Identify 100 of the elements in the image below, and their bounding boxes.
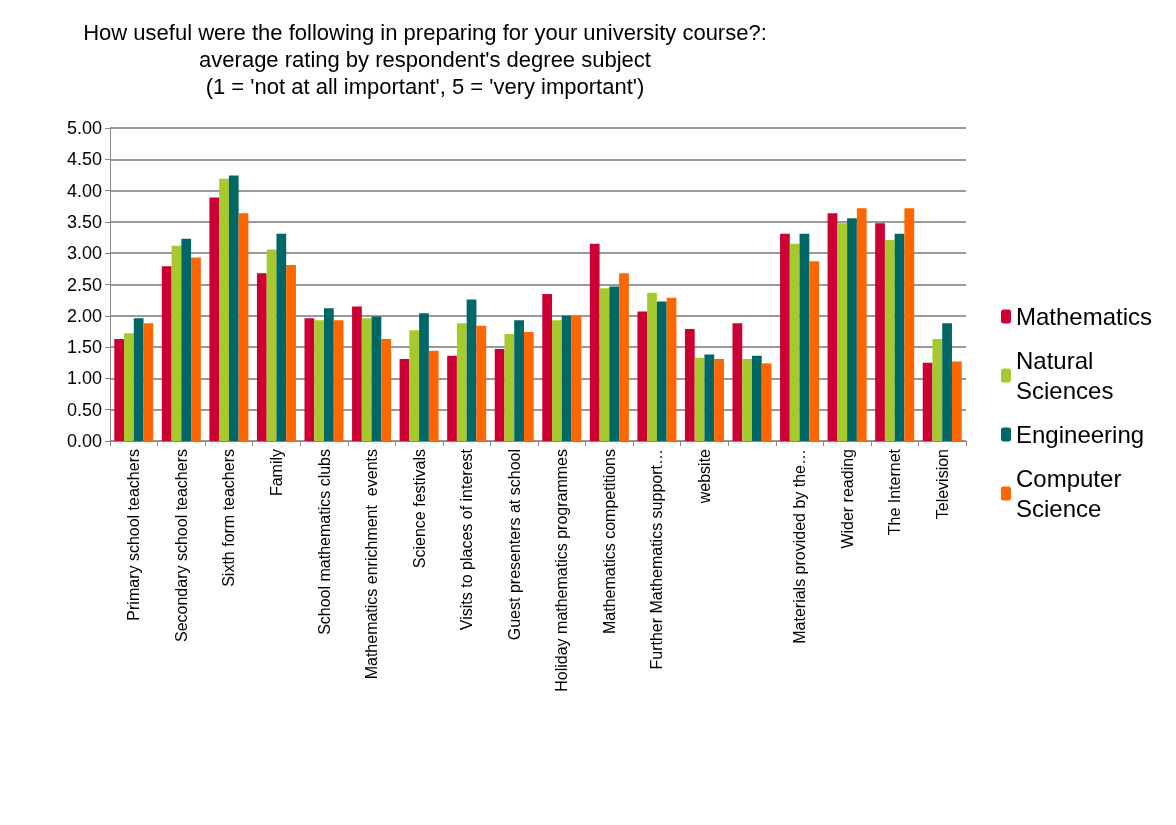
bar (143, 323, 154, 441)
bar (609, 286, 620, 441)
x-tick-label: Guest presenters at school (505, 449, 523, 641)
bar (752, 355, 762, 441)
bar (276, 233, 287, 441)
bar (361, 318, 372, 441)
bar (181, 238, 192, 441)
bar (875, 223, 885, 441)
bar (114, 338, 125, 441)
x-tick-label: The Internet (886, 448, 904, 536)
bar (809, 261, 820, 441)
bar (504, 333, 515, 441)
y-tick-label: 4.00 (66, 180, 102, 201)
bar (304, 318, 315, 441)
bar (571, 315, 582, 441)
x-tick-label: Sixth form teachers (220, 449, 238, 587)
bar (799, 233, 810, 441)
bar (161, 266, 172, 441)
bar (191, 257, 201, 441)
x-tick-label: Family (267, 449, 285, 497)
bar (951, 361, 962, 441)
x-tick-label: Television (933, 449, 951, 520)
bar (238, 213, 249, 441)
y-tick-label: 2.50 (66, 274, 102, 295)
bar (399, 358, 410, 441)
bar (847, 218, 857, 441)
bar (856, 208, 867, 441)
bar (476, 325, 487, 441)
y-tick-label: 4.50 (66, 149, 102, 170)
y-tick-label: 2.00 (66, 305, 102, 326)
bar (256, 273, 267, 441)
bar (314, 320, 324, 441)
x-tick-label: Holiday mathematics programmes (553, 449, 571, 692)
y-tick-label: 1.00 (66, 368, 102, 389)
bar (514, 320, 524, 441)
bar (133, 318, 144, 441)
bar (266, 249, 277, 441)
x-tick-label: Mathematics competitions (600, 449, 618, 634)
bar (209, 197, 220, 441)
bar (466, 299, 477, 441)
bar (694, 357, 705, 441)
x-tick-label: School mathematics clubs (315, 449, 333, 635)
bar (732, 323, 743, 441)
bar (656, 301, 667, 441)
legend-label: Computer Science (1016, 465, 1129, 522)
bar (456, 323, 467, 441)
x-tick-label: Visits to places of interest (458, 448, 476, 631)
bar (942, 323, 952, 441)
bar (922, 362, 933, 441)
bar (619, 273, 629, 441)
x-tick-label: Materials provided by the… (791, 449, 809, 644)
y-tick-label: 3.50 (66, 211, 102, 232)
bar (780, 233, 790, 441)
bar (286, 265, 296, 441)
bar (932, 338, 943, 441)
bar (542, 293, 553, 441)
x-tick-label: Primary school teachers (125, 449, 143, 621)
bar (494, 348, 505, 441)
bar (171, 245, 182, 441)
bar (552, 320, 562, 441)
bar (447, 355, 457, 441)
legend-label: Natural Sciences (1016, 347, 1114, 404)
bar (381, 338, 392, 441)
bar (428, 350, 439, 441)
legend-label: Mathematics (1016, 303, 1153, 330)
bar (561, 315, 572, 441)
bar (684, 328, 695, 441)
bar (589, 243, 600, 441)
x-tick-label: website (695, 448, 713, 505)
bar (742, 358, 752, 441)
y-tick-label: 1.50 (66, 337, 102, 358)
y-tick-label: 0.50 (66, 399, 102, 420)
x-tick-label: Wider reading (838, 449, 856, 549)
bar (352, 306, 362, 441)
bar (827, 213, 838, 441)
y-tick-label: 0.00 (66, 431, 102, 451)
bar (789, 243, 800, 441)
bar (333, 320, 344, 441)
bar (219, 178, 229, 441)
bar (704, 354, 715, 441)
bar (647, 292, 657, 441)
x-tick-label: Secondary school teachers (172, 449, 190, 642)
bar (637, 311, 648, 441)
y-tick-label: 5.00 (66, 118, 102, 138)
bar (419, 313, 429, 441)
bar (409, 330, 420, 441)
bar (837, 223, 848, 441)
bar (124, 333, 134, 441)
bar (523, 332, 534, 441)
x-tick-label: Science festivals (410, 449, 428, 569)
x-tick-label: Mathematics enrichment events (363, 449, 381, 680)
chart-title: How useful were the following in preparing for your university course?: average rating by respondent's degree subject (1 = 'not at all important', 5 = 'very important') (83, 20, 767, 99)
x-tick-label: Further Mathematics support… (648, 449, 666, 670)
bar (894, 233, 905, 441)
bar (666, 297, 677, 441)
bar (599, 288, 610, 441)
bar (324, 308, 334, 441)
bar (371, 316, 382, 441)
bar (228, 175, 239, 441)
y-tick-label: 3.00 (66, 243, 102, 264)
